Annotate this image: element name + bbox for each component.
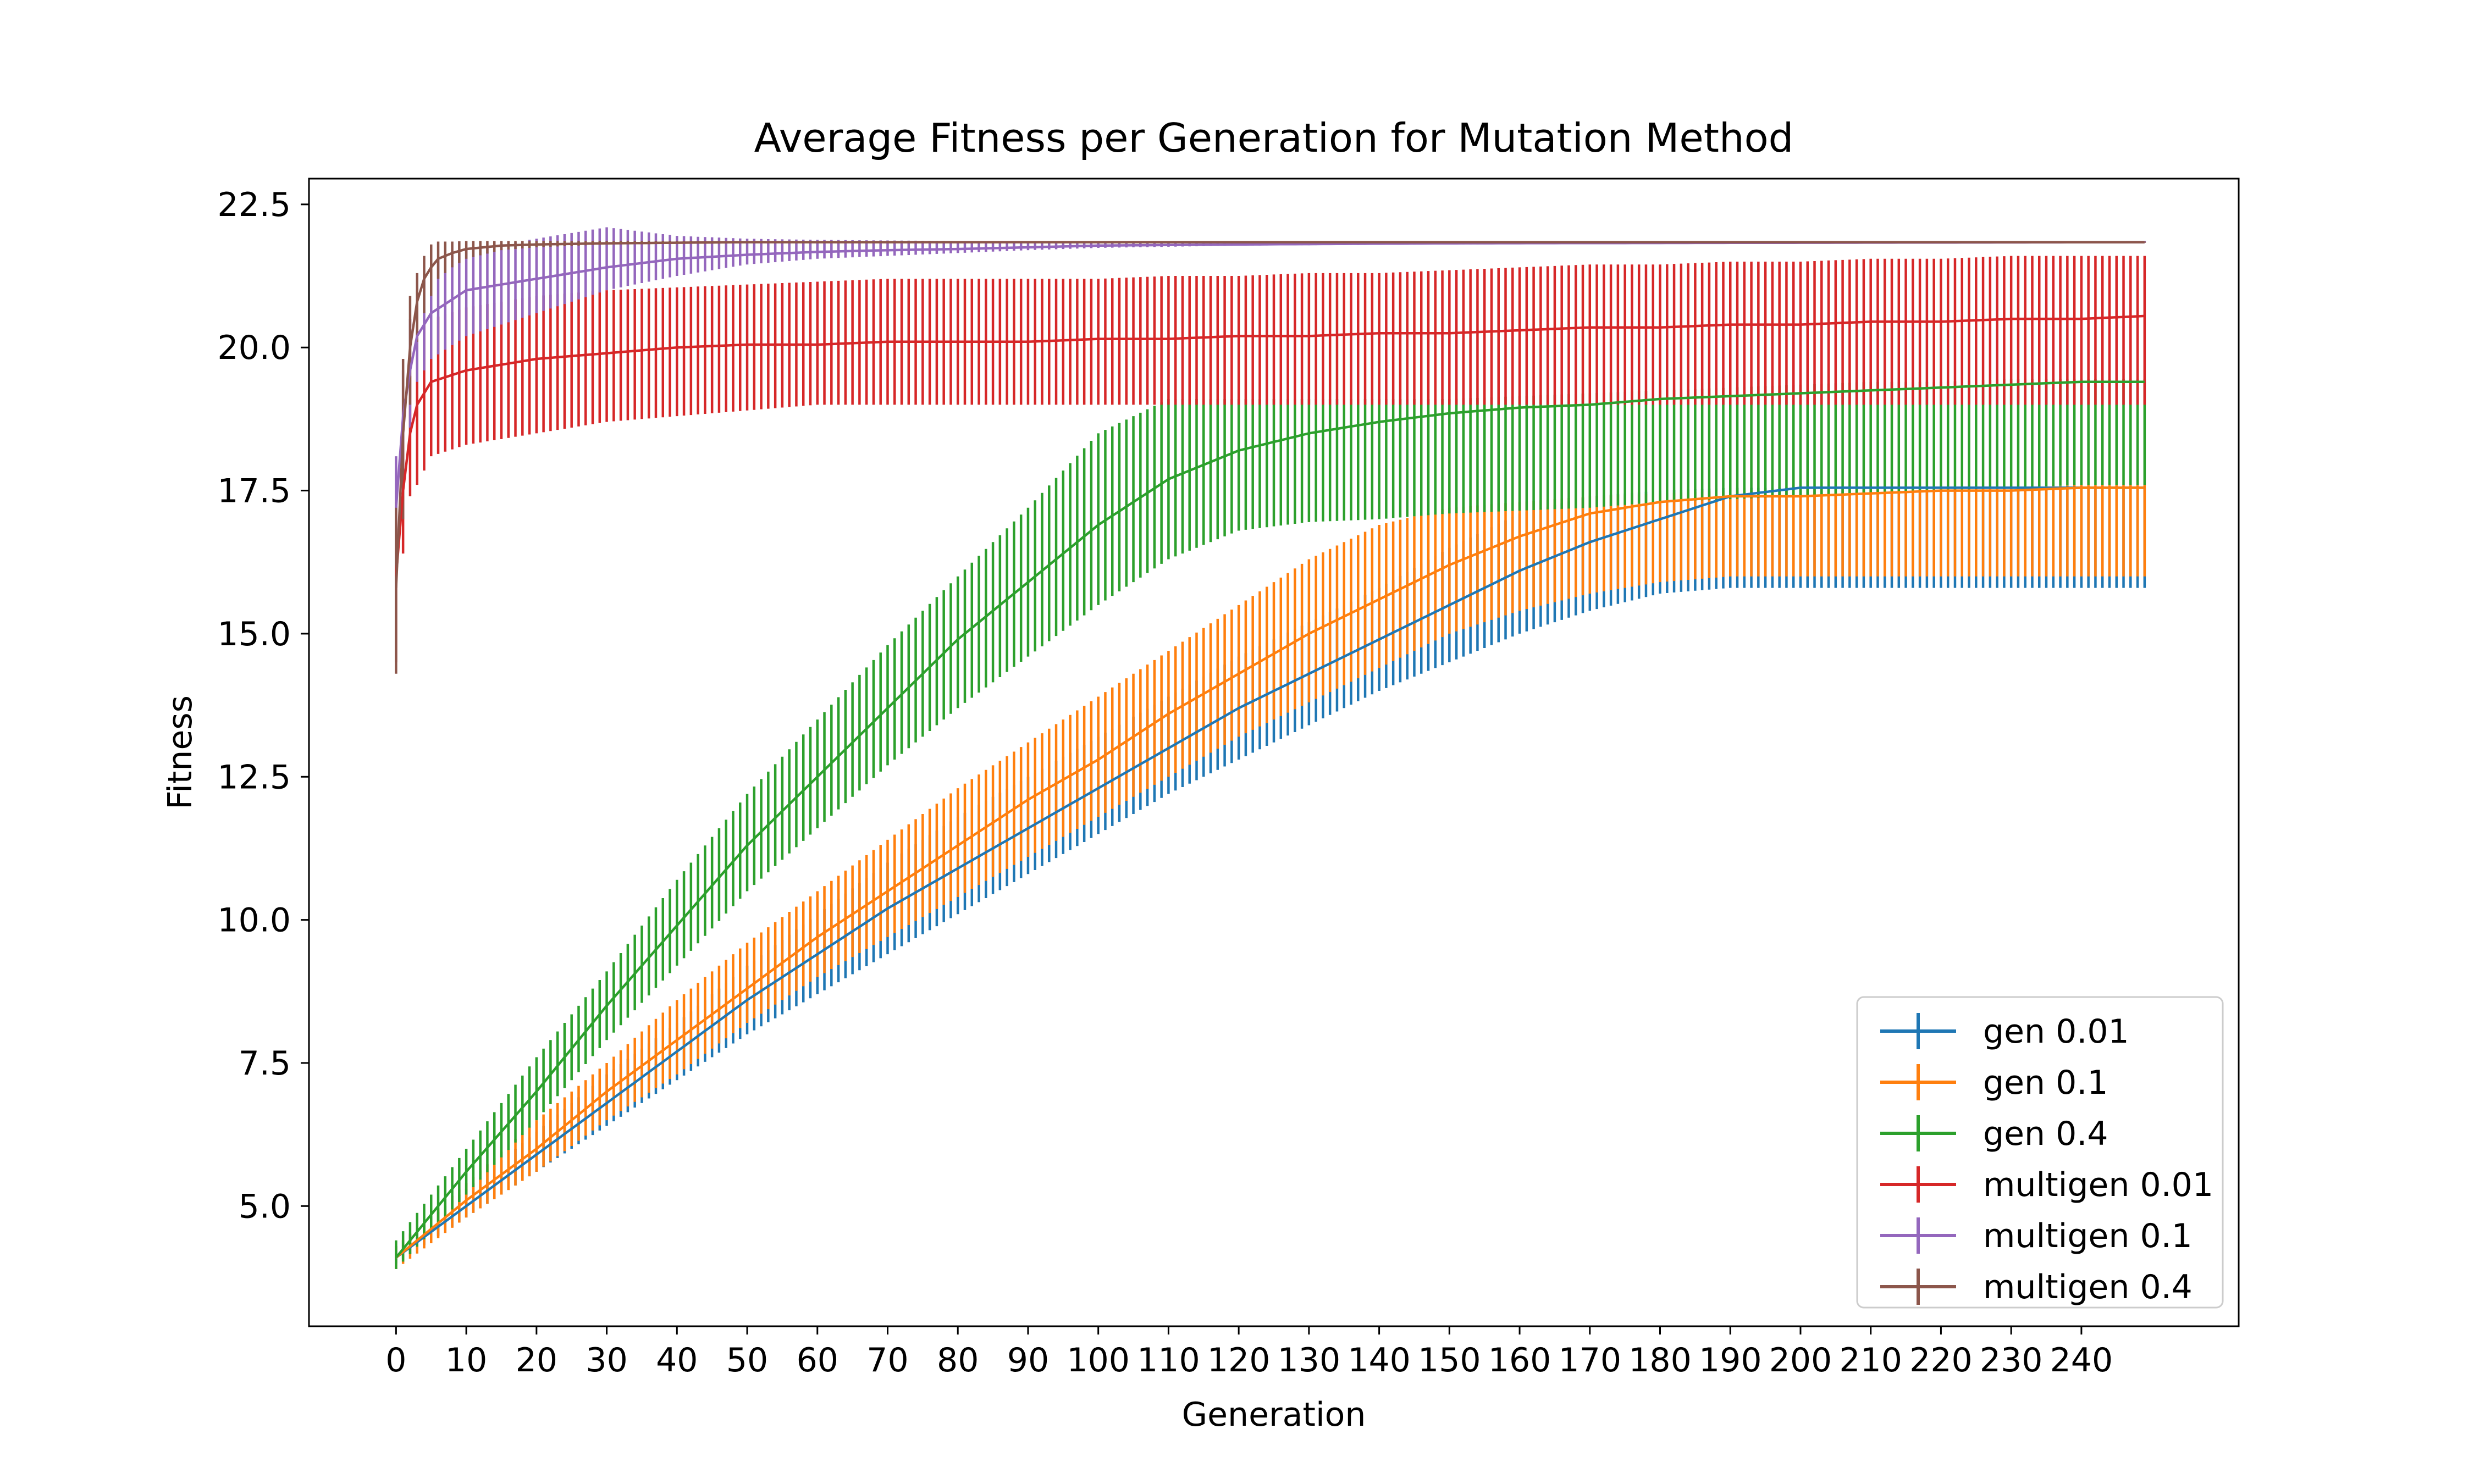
x-tick-label: 120 bbox=[1207, 1341, 1271, 1380]
x-tick-label: 80 bbox=[937, 1341, 979, 1380]
x-tick-label: 100 bbox=[1067, 1341, 1130, 1380]
lines-layer bbox=[395, 241, 2145, 1259]
chart-title: Average Fitness per Generation for Mutat… bbox=[754, 115, 1794, 161]
x-tick-label: 0 bbox=[385, 1341, 406, 1380]
x-tick-label: 60 bbox=[797, 1341, 838, 1380]
plot-area-frame bbox=[308, 178, 2240, 1327]
legend-item: multigen 0.1 bbox=[1880, 1217, 2193, 1255]
x-tick-label: 110 bbox=[1137, 1341, 1200, 1380]
y-tick-label: 15.0 bbox=[217, 615, 291, 654]
y-axis: 5.0 7.5 10.0 12.5 15.0 17.5 20.0 22.5 bbox=[217, 186, 309, 1226]
y-tick-label: 12.5 bbox=[217, 758, 291, 796]
x-tick-label: 30 bbox=[586, 1341, 627, 1380]
x-tick-label: 40 bbox=[656, 1341, 698, 1380]
x-tick-label: 200 bbox=[1769, 1341, 1832, 1380]
series-line-3 bbox=[395, 314, 2145, 577]
x-axis: 0 10 20 30 40 50 60 70 80 90 100 110 120 130 140 150 160… bbox=[385, 1326, 2113, 1380]
x-tick-label: 220 bbox=[1909, 1341, 1973, 1380]
x-tick-label: 150 bbox=[1418, 1341, 1481, 1380]
x-tick-label: 210 bbox=[1839, 1341, 1902, 1380]
x-tick-label: 160 bbox=[1488, 1341, 1551, 1380]
legend-item: gen 0.4 bbox=[1880, 1115, 2108, 1153]
series-line-5 bbox=[395, 241, 2145, 588]
legend-label: multigen 0.4 bbox=[1983, 1268, 2193, 1306]
x-tick-label: 240 bbox=[2050, 1341, 2113, 1380]
legend-label: multigen 0.1 bbox=[1983, 1217, 2193, 1255]
y-tick-label: 10.0 bbox=[217, 901, 291, 940]
x-tick-label: 140 bbox=[1348, 1341, 1411, 1380]
x-tick-label: 10 bbox=[445, 1341, 487, 1380]
y-tick-label: 17.5 bbox=[217, 472, 291, 511]
legend-label: gen 0.4 bbox=[1983, 1115, 2108, 1153]
legend-item: gen 0.01 bbox=[1880, 1012, 2129, 1051]
errorbars-series-2 bbox=[395, 379, 2146, 1269]
x-tick-label: 90 bbox=[1007, 1341, 1049, 1380]
legend-item: gen 0.1 bbox=[1880, 1064, 2108, 1102]
series-line-0 bbox=[395, 486, 2145, 1259]
x-tick-label: 50 bbox=[726, 1341, 768, 1380]
legend-label: gen 0.1 bbox=[1983, 1064, 2108, 1102]
legend-item: multigen 0.01 bbox=[1880, 1166, 2213, 1204]
y-tick-label: 7.5 bbox=[239, 1044, 291, 1083]
y-tick-label: 20.0 bbox=[217, 329, 291, 367]
legend: gen 0.01 gen 0.1 gen 0.4 multigen 0.01 multi… bbox=[1856, 996, 2224, 1309]
y-tick-label: 22.5 bbox=[217, 186, 291, 224]
legend-label: gen 0.01 bbox=[1983, 1012, 2129, 1051]
x-tick-label: 230 bbox=[1980, 1341, 2043, 1380]
legend-label: multigen 0.01 bbox=[1983, 1166, 2213, 1204]
y-axis-label: Fitness bbox=[161, 695, 200, 810]
errorbars-series-3 bbox=[395, 256, 2146, 662]
x-tick-label: 130 bbox=[1278, 1341, 1341, 1380]
series-line-1 bbox=[395, 486, 2145, 1259]
legend-item: multigen 0.4 bbox=[1880, 1268, 2193, 1306]
series-line-2 bbox=[395, 380, 2145, 1259]
x-tick-label: 190 bbox=[1699, 1341, 1762, 1380]
x-tick-label: 70 bbox=[866, 1341, 908, 1380]
legend-frame bbox=[1856, 996, 2224, 1309]
x-tick-label: 20 bbox=[516, 1341, 557, 1380]
x-axis-label: Generation bbox=[1182, 1396, 1366, 1434]
x-tick-label: 180 bbox=[1628, 1341, 1692, 1380]
x-tick-label: 170 bbox=[1559, 1341, 1622, 1380]
y-tick-label: 5.0 bbox=[239, 1187, 291, 1226]
